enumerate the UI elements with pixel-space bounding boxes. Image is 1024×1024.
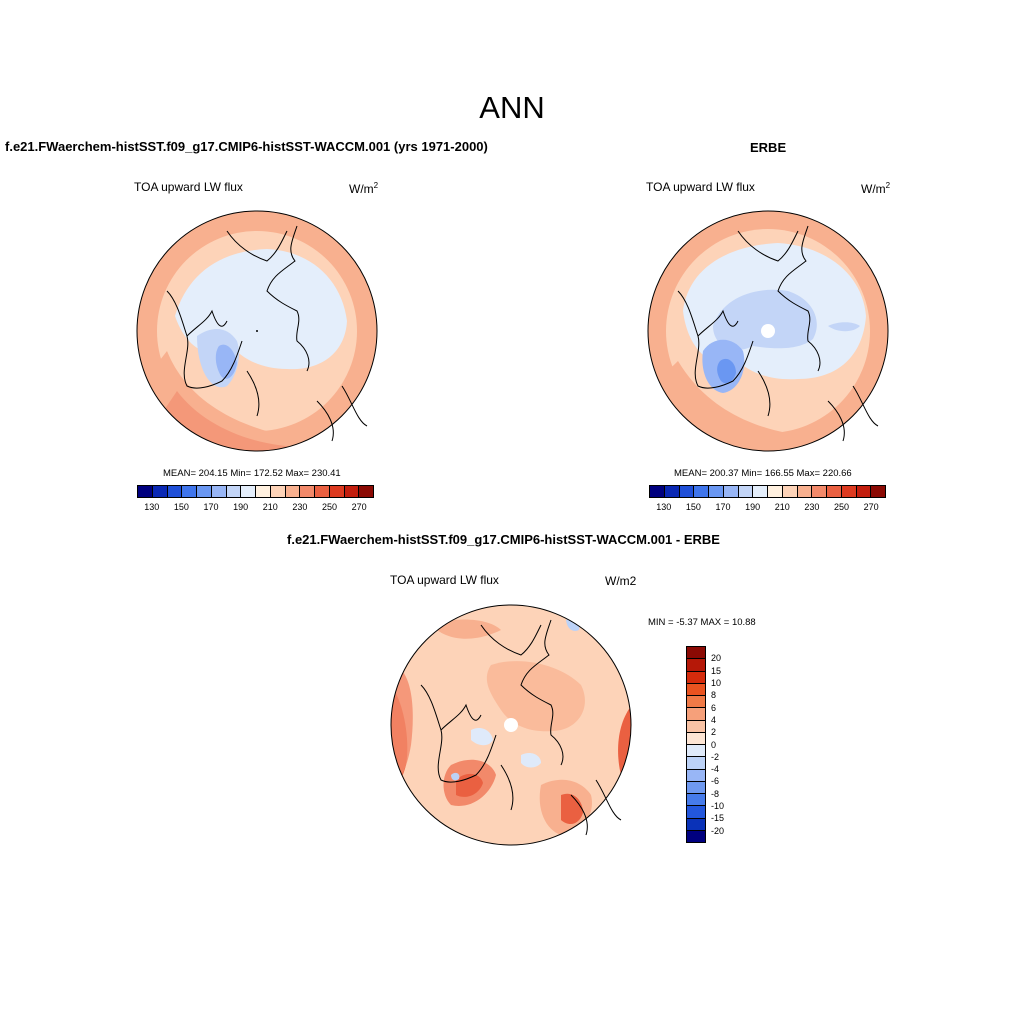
model-colorbar-tick-label: 170 (203, 502, 219, 512)
diff-colorbar-tick-label: 2 (711, 727, 717, 738)
diff-colorbar-cell (687, 683, 705, 696)
obs-colorbar: 130 150 170 190 210 230 250 270 (649, 485, 886, 514)
diff-colorbar-cell (687, 745, 705, 758)
diff-colorbar-tick-label: -2 (711, 751, 720, 762)
obs-colorbar-cell (782, 486, 798, 497)
diff-colorbar-tick-label: 15 (711, 665, 722, 676)
diff-colorbar-cell (687, 708, 705, 721)
obs-colorbar-cell (856, 486, 872, 497)
model-colorbar-cell (182, 486, 197, 497)
model-stats-label: MEAN= 204.15 Min= 172.52 Max= 230.41 (163, 468, 341, 479)
diff-colorbar-tick-label: -8 (711, 788, 720, 799)
diff-colorbar-cell (687, 806, 705, 819)
obs-polar-map (647, 210, 889, 452)
model-colorbar-cell (138, 486, 153, 497)
model-colorbar-cell (226, 486, 242, 497)
model-polar-map (136, 210, 378, 452)
model-panel-title: f.e21.FWaerchem-histSST.f09_g17.CMIP6-hi… (5, 139, 488, 154)
obs-colorbar-tick-label: 250 (834, 502, 850, 512)
diff-colorbar-tick-label: -10 (711, 801, 725, 812)
model-colorbar-cell (300, 486, 315, 497)
diff-colorbar-tick-label: 20 (711, 653, 722, 664)
model-colorbar-cell (270, 486, 286, 497)
model-colorbar-tick-label: 270 (351, 502, 367, 512)
diff-colorbar-tick-label: 6 (711, 702, 717, 713)
obs-colorbar-tick-label: 150 (685, 502, 701, 512)
model-colorbar-cell (256, 486, 271, 497)
obs-colorbar-cell (738, 486, 754, 497)
diff-units-label: W/m2 (605, 574, 637, 588)
model-colorbar-cell (197, 486, 212, 497)
diff-colorbar-tick-label: -20 (711, 825, 725, 836)
obs-colorbar-tick-label: 130 (656, 502, 672, 512)
model-colorbar-cell (285, 486, 301, 497)
obs-colorbar-cell (871, 486, 885, 497)
diff-colorbar-cell (687, 781, 705, 794)
diff-colorbar-tick-label: 10 (711, 677, 722, 688)
diff-colorbar-tick-label: -4 (711, 764, 720, 775)
diff-colorbar-cell (687, 659, 705, 672)
diff-colorbar-cell (687, 671, 705, 684)
model-colorbar-tick-label: 250 (322, 502, 338, 512)
diff-colorbar-tick-label: -6 (711, 776, 720, 787)
obs-colorbar-cell (812, 486, 827, 497)
diff-colorbar-cell (687, 818, 705, 831)
obs-units-label: W/m2 (861, 181, 891, 196)
obs-colorbar-cell (753, 486, 768, 497)
model-colorbar-cell (359, 486, 373, 497)
model-colorbar-cell (152, 486, 168, 497)
obs-colorbar-tick-label: 170 (715, 502, 731, 512)
diff-colorbar-cell (687, 647, 705, 660)
model-colorbar-tick-label: 150 (173, 502, 189, 512)
model-colorbar-tick-label: 130 (144, 502, 160, 512)
obs-colorbar-cell (664, 486, 680, 497)
obs-colorbar-cell (827, 486, 842, 497)
model-colorbar: 130 150 170 190 210 230 250 270 (137, 485, 374, 514)
obs-panel-title: ERBE (750, 140, 787, 155)
diff-colorbar-tick-label: 4 (711, 714, 717, 725)
diff-colorbar-tick-label: -15 (711, 813, 725, 824)
obs-colorbar-cell (709, 486, 724, 497)
model-colorbar-cell (241, 486, 256, 497)
diff-colorbar-cell (687, 757, 705, 770)
obs-colorbar-cell (797, 486, 813, 497)
diff-colorbar-cell (687, 732, 705, 745)
diff-colorbar-tick-label: 8 (711, 690, 717, 701)
obs-colorbar-tick-label: 210 (774, 502, 790, 512)
obs-colorbar-tick-label: 270 (863, 502, 879, 512)
obs-colorbar-cell (841, 486, 857, 497)
diff-colorbar-cell (687, 769, 705, 782)
diff-colorbar: 20 15 10 8 6 4 2 0 -2 -4 -6 -8 -10 -15 -20 (686, 646, 741, 843)
diff-colorbar-cell (687, 720, 705, 733)
model-colorbar-cell (329, 486, 345, 497)
obs-colorbar-tick-label: 230 (804, 502, 820, 512)
obs-colorbar-cell (650, 486, 665, 497)
diff-stats-label: MIN = -5.37 MAX = 10.88 (648, 617, 756, 628)
diff-variable-label: TOA upward LW flux (390, 573, 499, 587)
diff-colorbar-cell (687, 830, 705, 842)
model-colorbar-cell (344, 486, 360, 497)
diff-colorbar-cell (687, 794, 705, 807)
model-colorbar-tick-label: 230 (292, 502, 308, 512)
model-colorbar-cell (315, 486, 330, 497)
model-units-label: W/m2 (349, 181, 379, 196)
diff-polar-map (390, 604, 632, 846)
diff-colorbar-cell (687, 696, 705, 709)
obs-colorbar-cell (768, 486, 783, 497)
page-title: ANN (479, 90, 545, 125)
obs-colorbar-tick-label: 190 (745, 502, 761, 512)
diff-panel-title: f.e21.FWaerchem-histSST.f09_g17.CMIP6-hi… (287, 532, 720, 547)
obs-colorbar-cell (723, 486, 739, 497)
obs-variable-label: TOA upward LW flux (646, 180, 755, 194)
model-colorbar-cell (167, 486, 183, 497)
model-colorbar-tick-label: 210 (262, 502, 278, 512)
diff-colorbar-tick-label: 0 (711, 739, 717, 750)
obs-colorbar-cell (694, 486, 709, 497)
model-variable-label: TOA upward LW flux (134, 180, 243, 194)
obs-colorbar-cell (679, 486, 695, 497)
obs-stats-label: MEAN= 200.37 Min= 166.55 Max= 220.66 (674, 468, 852, 479)
model-colorbar-cell (211, 486, 227, 497)
model-colorbar-tick-label: 190 (233, 502, 249, 512)
